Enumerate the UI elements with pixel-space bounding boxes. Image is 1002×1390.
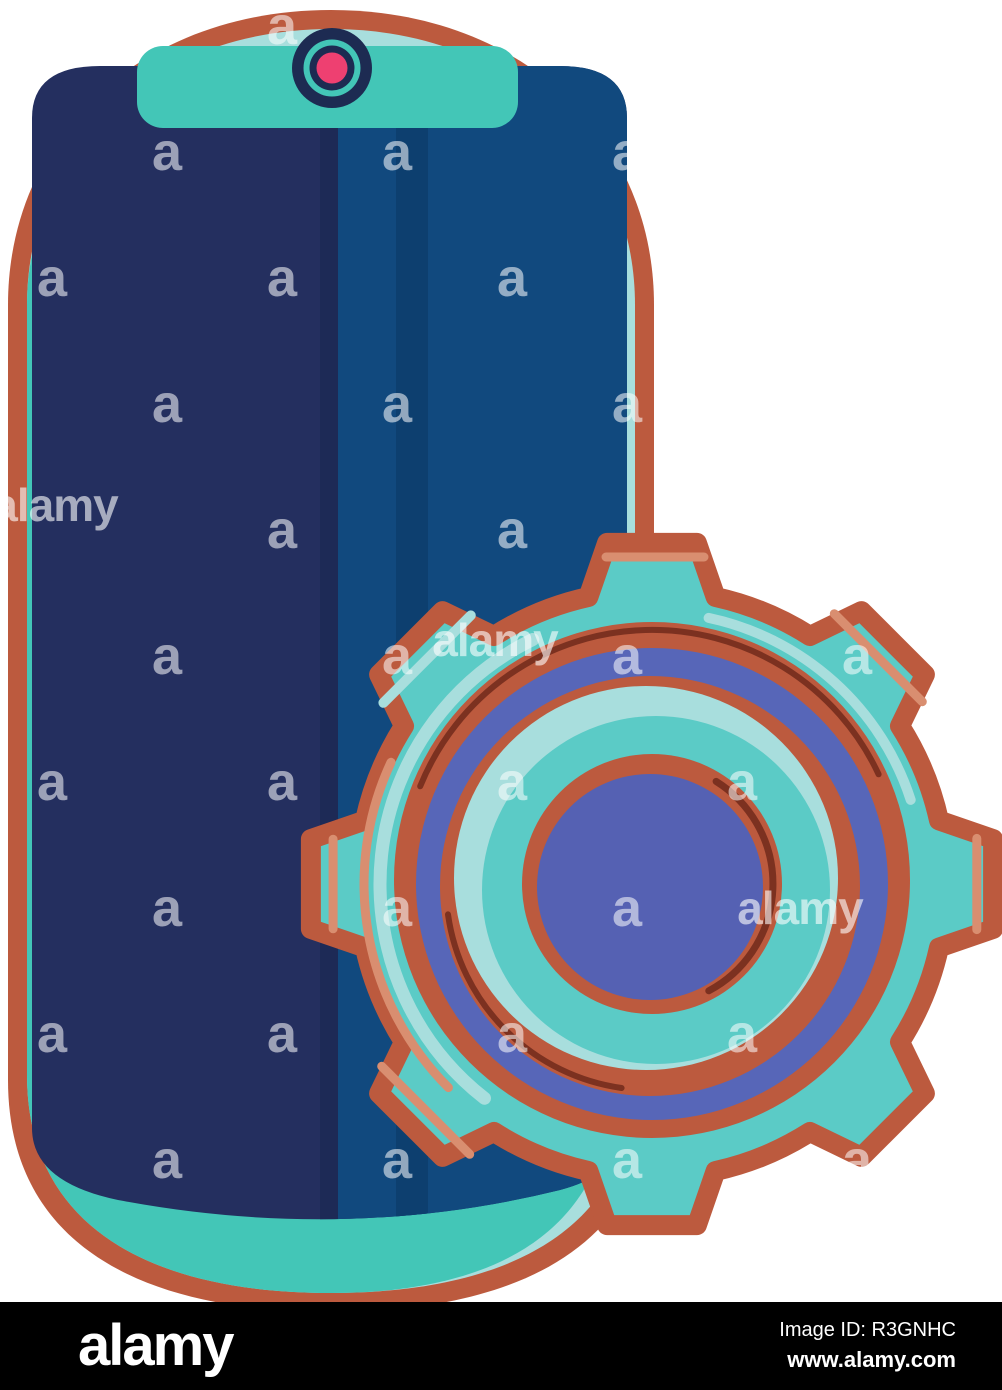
gear-hub bbox=[537, 774, 763, 1000]
gear-tooth-aqua-mark bbox=[378, 610, 476, 708]
camera-icon bbox=[292, 28, 372, 108]
footer-meta: Image ID: R3GNHC www.alamy.com bbox=[779, 1319, 956, 1373]
gear-highlight-aqua-rim-left bbox=[373, 633, 540, 1105]
screen-stripe-dark-indigo bbox=[320, 66, 338, 1220]
alamy-logo: alamy bbox=[78, 1313, 234, 1378]
gear-tooth-salmon-marks bbox=[328, 552, 982, 1159]
gear-shadow-maroon-bottom-left bbox=[445, 911, 625, 1091]
gear-shadow-maroon-hub bbox=[705, 777, 777, 995]
gear-highlight-aqua-rim-right bbox=[703, 612, 916, 805]
camera-lens bbox=[316, 52, 348, 84]
gear-highlight-salmon-rim bbox=[359, 757, 453, 1093]
image-id-text: Image ID: R3GNHC bbox=[779, 1319, 956, 1341]
gear-icon bbox=[300, 532, 1002, 1236]
smartphone-gear-illustration bbox=[8, 10, 1002, 1302]
website-url-text: www.alamy.com bbox=[787, 1347, 956, 1372]
footer-bar: alamy Image ID: R3GNHC www.alamy.com bbox=[0, 1302, 1002, 1390]
gear-shadow-maroon-top bbox=[417, 626, 882, 790]
